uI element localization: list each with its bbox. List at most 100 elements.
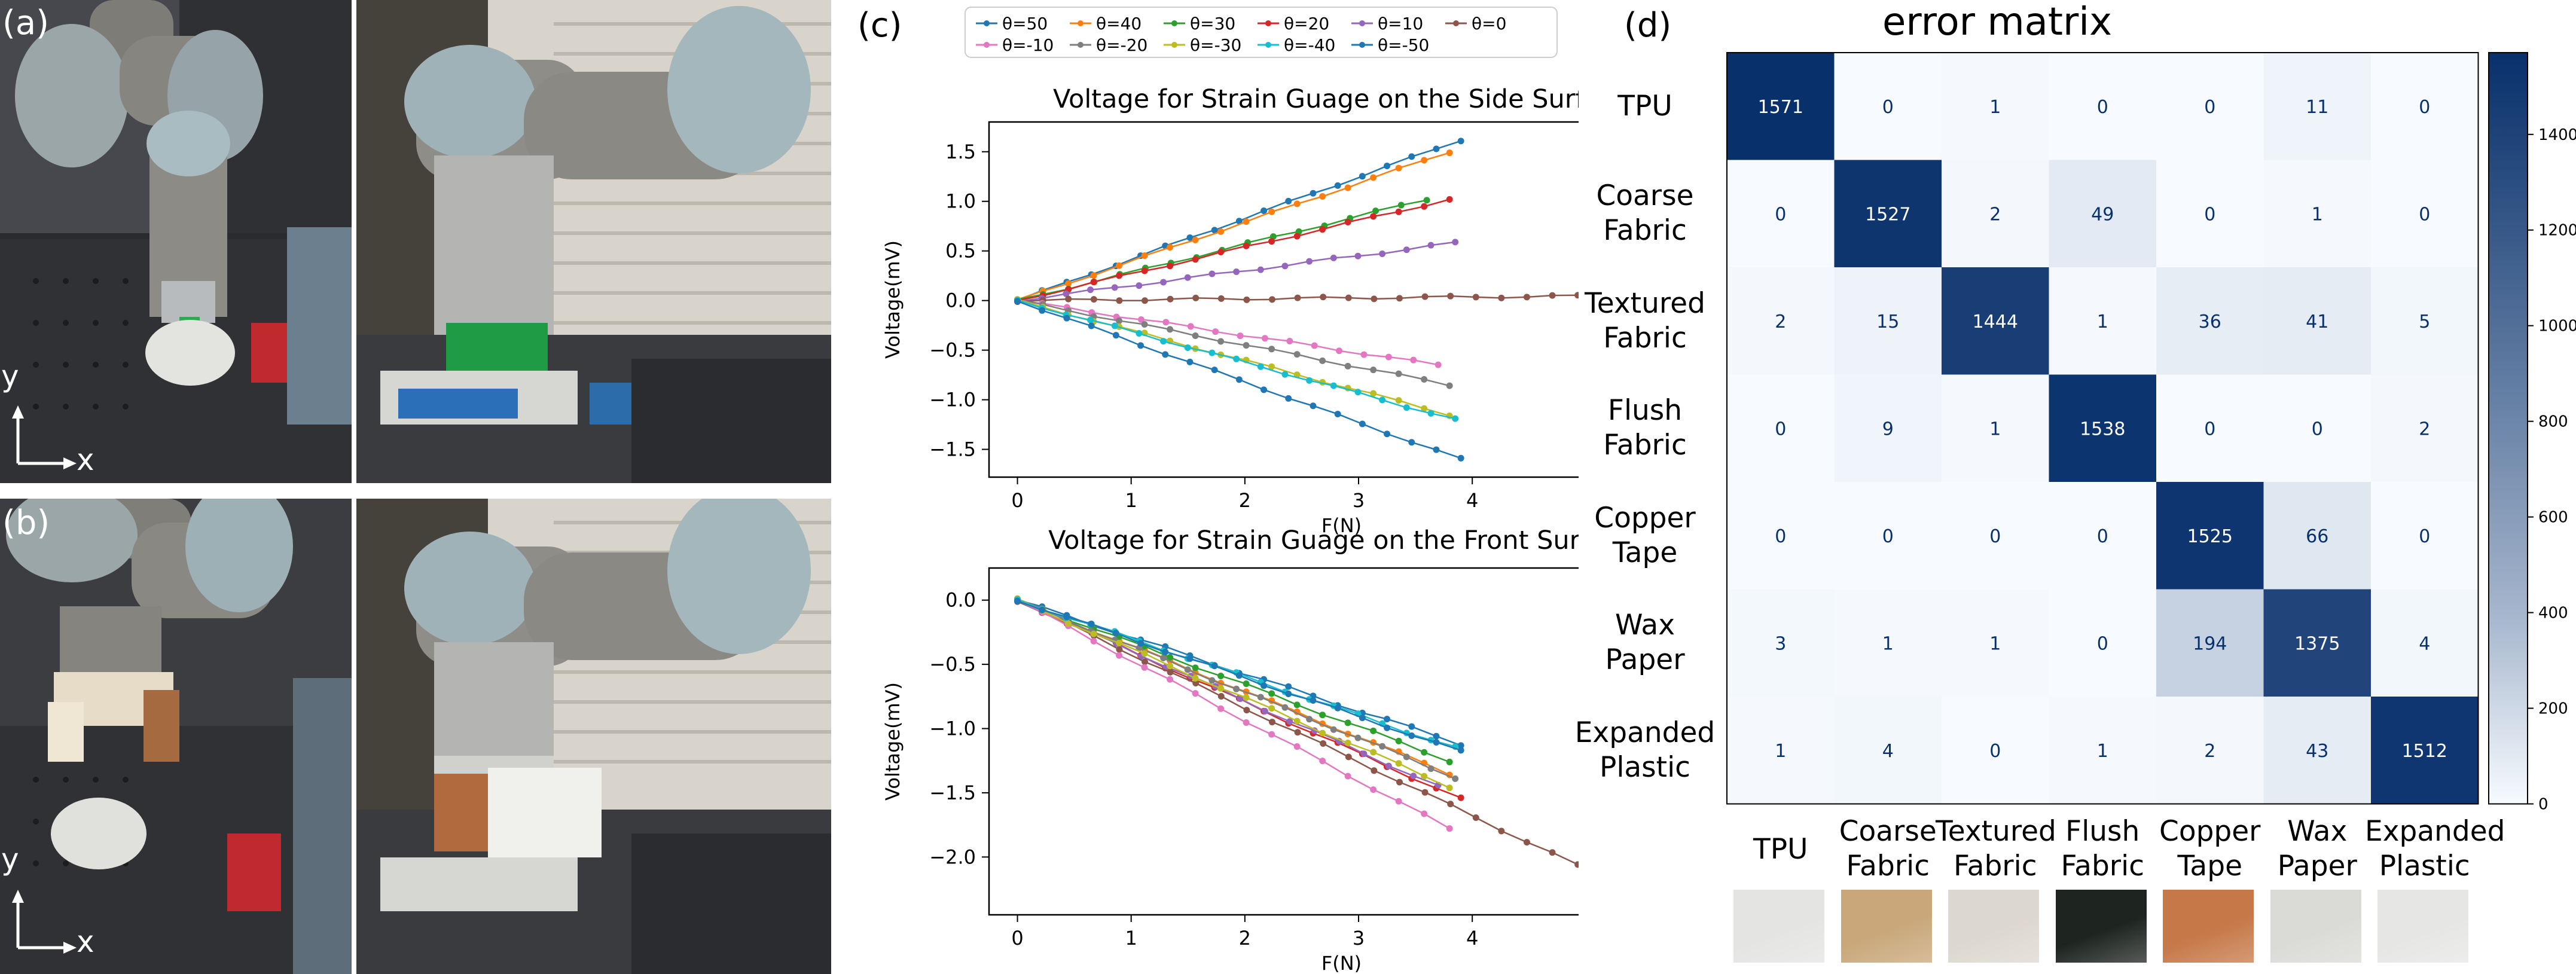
data-point: [1208, 270, 1216, 277]
data-point: [1162, 648, 1169, 655]
plot-frame: [988, 567, 1579, 916]
data-point: [1184, 344, 1191, 351]
matrix-cell-value: 1: [2097, 741, 2108, 762]
matrix-col-label: Wax Paper: [2277, 815, 2357, 883]
data-point: [1141, 650, 1148, 657]
data-point: [1186, 358, 1194, 365]
y-tick-label: 1.5: [945, 141, 976, 163]
matrix-row-label: Expanded Plastic: [1574, 716, 1716, 784]
panel-label-b: (b): [2, 503, 50, 542]
data-point: [1243, 218, 1250, 225]
data-point: [1360, 351, 1368, 358]
colorbar-tick-label: 1400: [2538, 126, 2576, 144]
data-point: [1433, 738, 1440, 746]
data-point: [1427, 242, 1434, 249]
legend-marker: [1078, 20, 1083, 26]
photo-axis-x-b: x: [77, 924, 94, 959]
legend-frame: [965, 7, 1558, 58]
legend-label: θ=20: [1284, 14, 1329, 33]
legend-marker: [1359, 42, 1365, 48]
legend-marker: [984, 42, 990, 48]
data-point: [1192, 674, 1199, 682]
data-point: [1065, 280, 1072, 287]
series-line: [1017, 199, 1450, 301]
data-point: [1446, 149, 1453, 157]
data-point: [1371, 295, 1378, 303]
data-point: [1498, 294, 1505, 301]
data-point: [1260, 386, 1268, 393]
matrix-cell-value: 15: [1876, 312, 1899, 332]
data-point: [1243, 694, 1250, 701]
data-point: [1243, 296, 1250, 303]
data-point: [1187, 323, 1194, 330]
data-point: [1269, 296, 1276, 303]
data-point: [1370, 367, 1377, 374]
data-point: [1281, 262, 1289, 270]
data-point: [1319, 193, 1326, 200]
data-point: [1396, 295, 1403, 302]
data-point: [1014, 298, 1021, 305]
legend: θ=50 θ=40 θ=30 θ=20 θ=10 θ=0 θ=-10 θ=-20 θ=-30 θ=…: [965, 7, 1558, 58]
matrix-cell-value: 1: [1775, 741, 1786, 762]
matrix-cell-value: 1: [1989, 97, 2001, 118]
matrix-cell: [2371, 53, 2479, 160]
data-point: [1090, 279, 1097, 286]
y-tick-label: 0.0: [945, 289, 976, 312]
material-swatch: [2055, 890, 2147, 963]
x-tick-label: 1: [1125, 489, 1137, 512]
matrix-col-label: Copper Tape: [2159, 815, 2261, 883]
y-tick-label: −2.0: [929, 845, 976, 868]
data-point: [1344, 739, 1351, 746]
matrix-cell: [1942, 267, 2049, 375]
data-point: [1395, 397, 1402, 404]
matrix-row-label: TPU: [1617, 89, 1672, 123]
data-point: [1421, 789, 1429, 796]
legend-marker: [1171, 42, 1177, 48]
data-point: [1235, 218, 1243, 225]
data-point: [1370, 213, 1377, 220]
data-point: [1452, 415, 1459, 422]
data-point: [1039, 606, 1046, 613]
material-swatch: [2377, 890, 2468, 963]
data-point: [1243, 707, 1250, 714]
legend-marker: [1359, 20, 1365, 26]
y-tick-label: 0.5: [945, 240, 976, 262]
data-point: [1294, 294, 1301, 301]
data-point: [1359, 173, 1366, 180]
data-point: [1268, 705, 1275, 712]
strain-gauge-charts: Voltage for Strain Guage on the Side Sur…: [881, 7, 1579, 974]
series-line: [1017, 152, 1450, 301]
data-point: [1319, 357, 1326, 364]
data-point: [1286, 337, 1293, 344]
legend-marker: [1453, 20, 1459, 26]
data-point: [1293, 743, 1301, 750]
data-point: [1370, 749, 1377, 756]
matrix-cell-value: 41: [2306, 312, 2328, 332]
data-point: [1063, 315, 1070, 322]
data-point: [1260, 207, 1268, 214]
data-point: [1433, 732, 1440, 740]
data-point: [1421, 773, 1428, 780]
data-point: [1410, 773, 1417, 780]
data-point: [1065, 620, 1072, 627]
matrix-cell: [1727, 374, 1835, 483]
data-point: [1472, 294, 1479, 301]
data-point: [1408, 723, 1415, 730]
data-point: [1116, 317, 1123, 325]
matrix-cell-value: 2: [1989, 204, 2001, 225]
data-point: [1403, 753, 1410, 761]
data-point: [1090, 637, 1097, 645]
matrix-cell: [2371, 482, 2479, 590]
data-point: [1141, 252, 1148, 259]
matrix-cell: [2156, 160, 2264, 268]
matrix-cell: [2049, 697, 2157, 804]
data-point: [1359, 715, 1366, 722]
colorbar-tick-label: 200: [2538, 700, 2568, 718]
data-point: [1421, 810, 1428, 817]
data-point: [1268, 208, 1275, 215]
data-point: [1233, 685, 1240, 692]
matrix-cell: [1942, 589, 2049, 697]
data-point: [1384, 716, 1391, 723]
data-point: [1498, 828, 1505, 835]
legend-marker: [1078, 42, 1083, 48]
